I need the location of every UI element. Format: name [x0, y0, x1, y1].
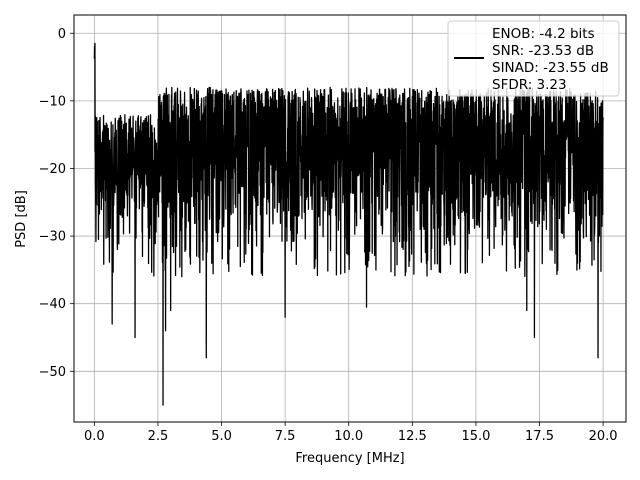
- legend-entry-sinad: SINAD: -23.55 dB: [492, 60, 609, 76]
- x-tick-label: 5.0: [211, 429, 232, 444]
- plot-area: [93, 42, 604, 406]
- y-tick-label: −30: [39, 230, 66, 245]
- x-axis-label: Frequency [MHz]: [295, 451, 404, 466]
- legend-box: [447, 20, 620, 97]
- x-tick-label: 20.0: [589, 429, 618, 444]
- y-tick-label: −10: [39, 94, 66, 109]
- legend: ENOB: -4.2 bits SNR: -23.53 dB SINAD: -2…: [447, 20, 620, 97]
- y-tick-label: −40: [39, 297, 66, 312]
- psd-series-line: [93, 42, 604, 406]
- legend-entry-snr: SNR: -23.53 dB: [492, 43, 594, 59]
- legend-entry-enob: ENOB: -4.2 bits: [492, 26, 595, 42]
- x-tick-label: 17.5: [525, 429, 554, 444]
- x-tick-label: 2.5: [148, 429, 169, 444]
- y-tick-label: −20: [39, 162, 66, 177]
- x-tick-label: 0.0: [84, 429, 105, 444]
- x-tick-label: 15.0: [461, 429, 490, 444]
- y-tick-label: −50: [39, 365, 66, 380]
- x-tick-label: 12.5: [398, 429, 427, 444]
- y-axis-label: PSD [dB]: [14, 190, 29, 248]
- plot-frame: [73, 14, 627, 423]
- legend-entry-sfdr: SFDR: 3.23: [492, 77, 567, 93]
- y-axis-ticks: 0 −10 −20 −30 −40 −50: [39, 27, 74, 380]
- x-tick-label: 10.0: [334, 429, 363, 444]
- x-axis-ticks: 0.0 2.5 5.0 7.5 10.0 12.5 15.0 17.5 20.0: [84, 422, 618, 444]
- y-tick-label: 0: [58, 27, 66, 42]
- x-tick-label: 7.5: [275, 429, 296, 444]
